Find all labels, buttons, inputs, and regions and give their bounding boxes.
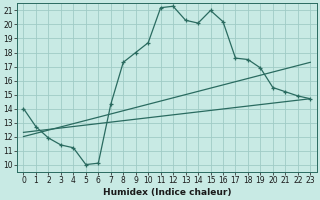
X-axis label: Humidex (Indice chaleur): Humidex (Indice chaleur) xyxy=(103,188,231,197)
